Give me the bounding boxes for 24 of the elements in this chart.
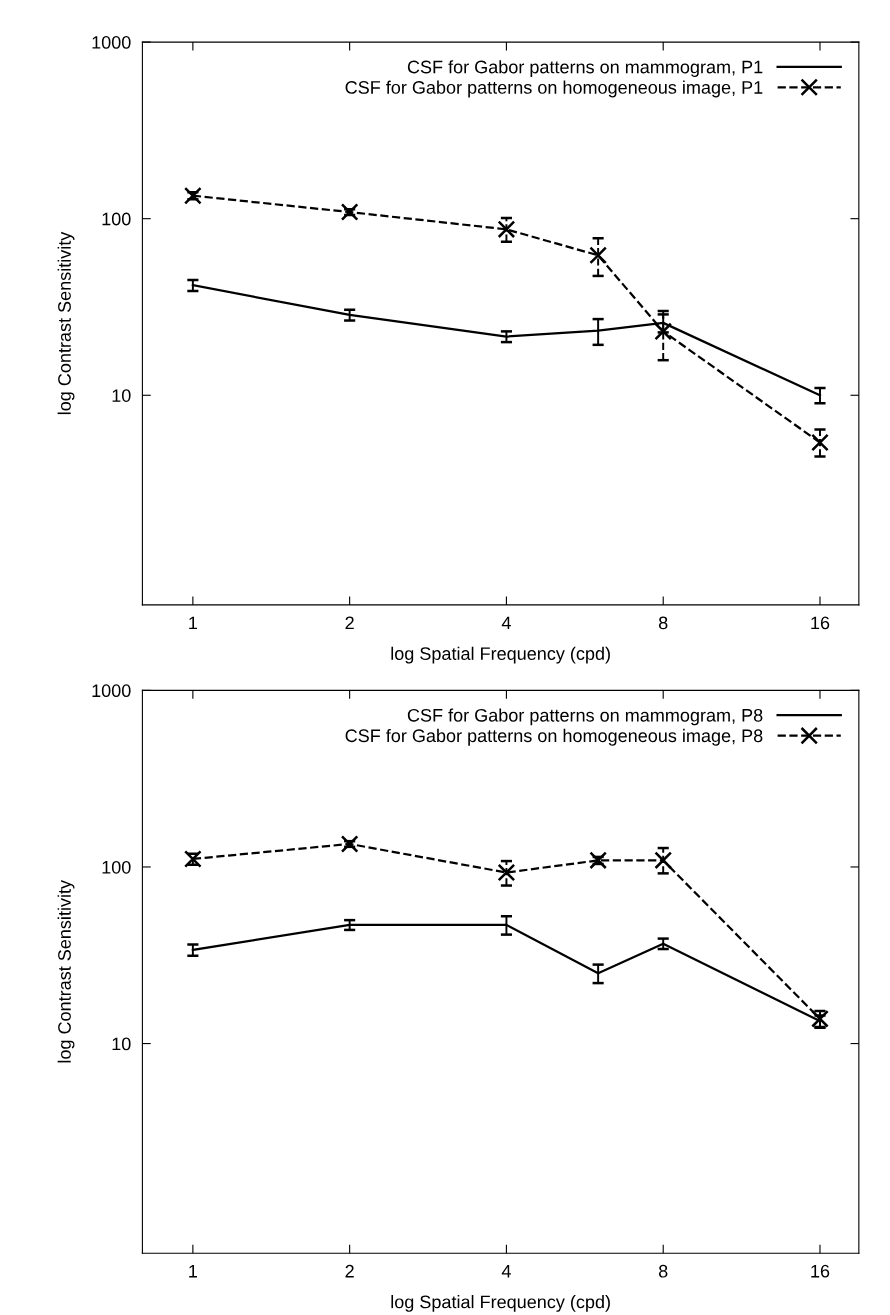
legend-label: CSF for Gabor patterns on homogeneous image, P1 (345, 80, 763, 98)
x-tick-label: 8 (658, 1264, 668, 1278)
legend-label: CSF for Gabor patterns on mammogram, P8 (407, 708, 763, 726)
x-tick-label: 1 (189, 616, 198, 630)
x-axis-title: log Spatial Frequency (cpd) (391, 646, 610, 664)
y-tick-label: 10 (112, 389, 131, 402)
x-tick-label: 2 (345, 1264, 354, 1278)
legend-label: CSF for Gabor patterns on mammogram, P1 (407, 60, 763, 77)
y-tick-label: 100 (102, 212, 131, 226)
y-axis-title: log Contrast Sensitivity (57, 879, 75, 1063)
y-tick-label: 1000 (92, 684, 131, 698)
legend-label: CSF for Gabor patterns on homogeneous image, P8 (345, 728, 763, 746)
y-tick-label: 10 (112, 1037, 131, 1051)
y-axis-title: log Contrast Sensitivity (57, 231, 75, 415)
x-tick-label: 16 (811, 1264, 830, 1278)
x-tick-label: 2 (345, 616, 354, 630)
x-axis-title: log Spatial Frequency (cpd) (391, 1295, 610, 1312)
x-tick-label: 4 (501, 616, 511, 630)
y-tick-label: 100 (102, 860, 131, 874)
x-tick-label: 1 (189, 1264, 198, 1278)
x-tick-label: 4 (501, 1264, 511, 1278)
x-tick-label: 16 (811, 616, 830, 630)
y-tick-label: 1000 (92, 36, 131, 49)
x-tick-label: 8 (658, 616, 668, 630)
